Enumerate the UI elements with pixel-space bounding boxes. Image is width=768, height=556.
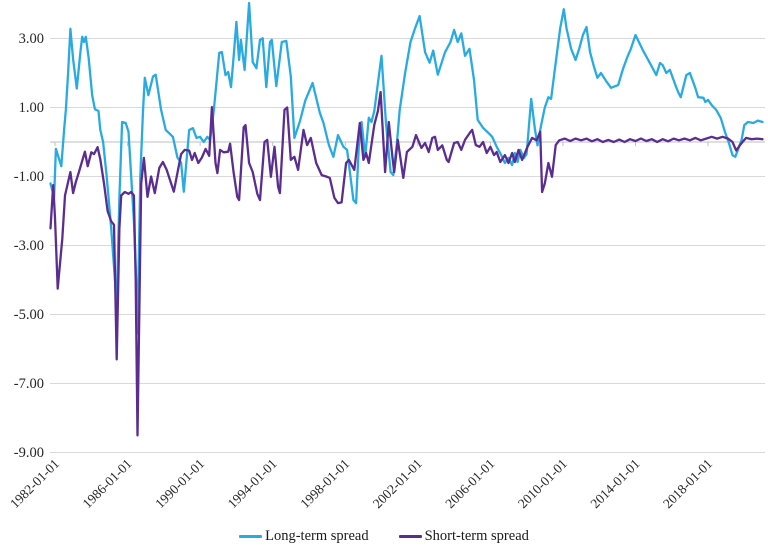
long-term-line-swatch <box>239 535 263 538</box>
legend-item-long-term: Long-term spread <box>239 528 369 545</box>
legend-label-short-term: Short-term spread <box>424 528 529 544</box>
x-axis-tick-label: 1998-01-01 <box>297 456 352 511</box>
x-axis-tick-label: 1986-01-01 <box>80 456 135 511</box>
spread-line-chart: 3.00 1.00 -1.00 -3.00 -5.00 -7.00 -9.001982-01… <box>7 1 765 511</box>
y-axis-tick-label: -1.00 <box>14 169 44 185</box>
x-axis-tick-label: 2018-01-01 <box>660 456 715 511</box>
x-axis-tick-label: 2014-01-01 <box>587 456 642 511</box>
y-axis-tick-label: -7.00 <box>14 376 44 392</box>
x-axis-tick-label: 1994-01-01 <box>225 456 280 511</box>
x-axis-tick-label: 2006-01-01 <box>442 456 497 511</box>
chart-legend: Long-term spread Short-term spread <box>0 528 768 545</box>
legend-label-long-term: Long-term spread <box>265 528 369 544</box>
y-axis-tick-label: 1.00 <box>19 100 44 116</box>
x-axis-tick-label: 1982-01-01 <box>7 456 62 511</box>
legend-item-short-term: Short-term spread <box>398 528 529 545</box>
x-axis-tick-label: 1990-01-01 <box>152 456 207 511</box>
short-term-spread-line <box>49 90 764 437</box>
y-axis-tick-label: -5.00 <box>14 307 44 323</box>
x-axis-tick-label: 2002-01-01 <box>370 456 425 511</box>
y-axis-tick-label: 3.00 <box>19 31 44 47</box>
y-axis-tick-label: -3.00 <box>14 238 44 254</box>
y-axis-tick-label: -9.00 <box>14 445 44 461</box>
short-term-line-swatch <box>398 535 422 538</box>
long-term-spread-line <box>49 1 764 335</box>
x-axis-tick-label: 2010-01-01 <box>515 456 570 511</box>
